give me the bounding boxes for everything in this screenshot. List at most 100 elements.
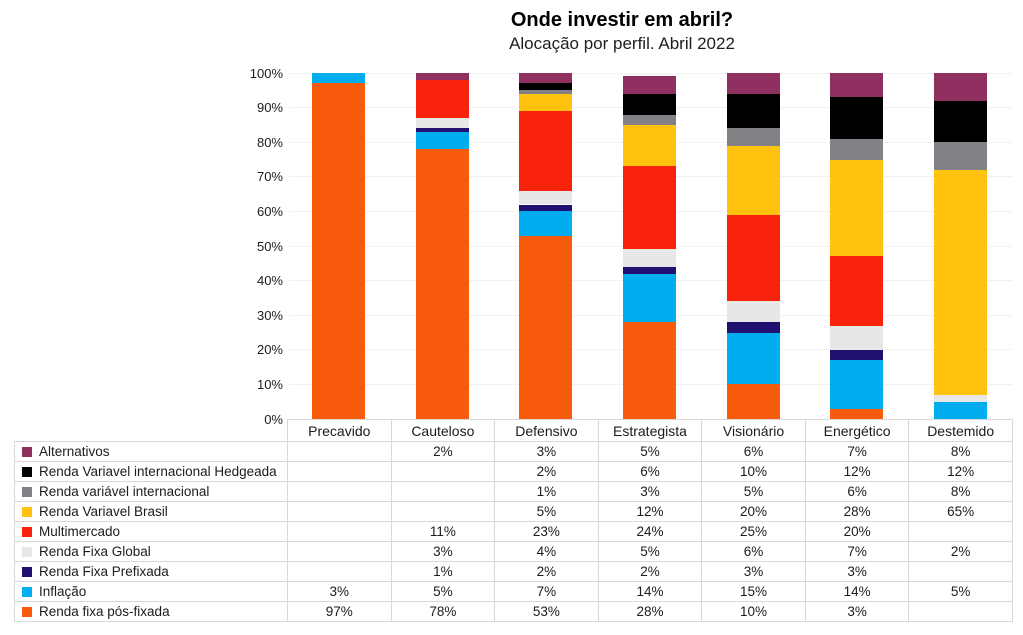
category-header: Destemido (908, 419, 1013, 442)
bar (312, 73, 366, 419)
value-cell (287, 441, 392, 462)
series-name: Renda Variavel Brasil (39, 504, 168, 519)
table-row: Inflação 3% 5% 7% 14% 15% 14% 5% (14, 581, 1013, 602)
bar-segment[interactable] (830, 97, 884, 139)
legend-swatch (22, 467, 32, 477)
bar-segment[interactable] (726, 145, 780, 215)
value-cell: 5% (597, 541, 703, 562)
series-label-cell: Inflação (14, 581, 288, 602)
bar-segment[interactable] (519, 204, 573, 212)
bar-segment[interactable] (830, 360, 884, 409)
chart-header: Onde investir em abril? Alocação por per… (232, 7, 1012, 55)
bar-segment[interactable] (726, 214, 780, 302)
bar-segment[interactable] (726, 332, 780, 385)
bar-segment[interactable] (519, 93, 573, 112)
bar-segment[interactable] (312, 83, 366, 419)
bar-segment[interactable] (415, 73, 469, 80)
value-cell: 78% (390, 601, 496, 622)
bar-segment[interactable] (623, 166, 676, 250)
value-cell (908, 601, 1013, 622)
bar-segment[interactable] (623, 322, 676, 419)
bar-segment[interactable] (933, 73, 987, 101)
value-cell (908, 521, 1013, 542)
bar-segment[interactable] (415, 118, 469, 129)
series-label-cell: Renda fixa pós-fixada (14, 601, 288, 622)
bar-segment[interactable] (519, 90, 573, 94)
bar-segment[interactable] (933, 142, 987, 170)
bar-segment[interactable] (933, 401, 987, 419)
bar-segment[interactable] (726, 128, 780, 146)
series-name: Renda Fixa Prefixada (39, 564, 169, 579)
value-cell: 10% (701, 601, 806, 622)
bar (726, 73, 780, 419)
y-axis-label: 10% (256, 376, 283, 392)
bar-segment[interactable] (312, 73, 366, 84)
value-cell: 5% (908, 581, 1013, 602)
y-axis-label: 100% (249, 65, 283, 81)
bar-segment[interactable] (519, 235, 573, 419)
value-cell (390, 461, 496, 482)
series-name: Renda fixa pós-fixada (39, 604, 170, 619)
bar-segment[interactable] (415, 79, 469, 118)
value-cell: 5% (701, 481, 806, 502)
bar-segment[interactable] (830, 408, 884, 419)
bar-segment[interactable] (623, 93, 676, 115)
value-cell: 53% (494, 601, 599, 622)
bar-segment[interactable] (830, 256, 884, 326)
bar-segment[interactable] (623, 114, 676, 125)
data-table-wrap: Precavido Cauteloso Defensivo Estrategista V… (14, 419, 1013, 622)
bar-segment[interactable] (623, 273, 676, 323)
bar-segment[interactable] (519, 211, 573, 236)
value-cell: 1% (494, 481, 599, 502)
bar-segment[interactable] (726, 384, 780, 419)
legend-swatch (22, 507, 32, 517)
series-name: Inflação (39, 584, 87, 599)
bar-segment[interactable] (623, 266, 676, 274)
bar-segment[interactable] (623, 124, 676, 167)
bar-segment[interactable] (519, 83, 573, 91)
table-row: Renda Fixa Prefixada 1% 2% 2% 3% 3% (14, 561, 1013, 582)
value-cell: 1% (390, 561, 496, 582)
bar-segment[interactable] (726, 322, 780, 333)
y-axis-label: 90% (256, 100, 283, 116)
series-label-cell: Renda Fixa Global (14, 541, 288, 562)
bar-segment[interactable] (830, 159, 884, 257)
y-axis: 0% 10% 20% 30% 40% 50% 60% 70% 80% 90% 100% (190, 66, 283, 427)
bar-segment[interactable] (415, 131, 469, 150)
bar-segment[interactable] (519, 190, 573, 205)
bar-segment[interactable] (830, 73, 884, 98)
value-cell (287, 561, 392, 582)
bar-segment[interactable] (726, 73, 780, 94)
series-label-cell: Renda Variavel internacional Hedgeada (14, 461, 288, 482)
value-cell: 14% (597, 581, 703, 602)
bar-segment[interactable] (519, 73, 573, 84)
y-axis-label: 0% (264, 411, 283, 427)
value-cell: 8% (908, 441, 1013, 462)
chart-subtitle: Alocação por perfil. Abril 2022 (509, 34, 735, 53)
value-cell (390, 501, 496, 522)
bar-segment[interactable] (519, 111, 573, 191)
bar-segment[interactable] (933, 169, 987, 395)
bar-segment[interactable] (415, 149, 469, 419)
category-header: Energético (804, 419, 910, 442)
bar-segment[interactable] (623, 249, 676, 267)
series-name: Renda Variavel internacional Hedgeada (39, 464, 277, 479)
value-cell (908, 561, 1013, 582)
bar-segment[interactable] (415, 128, 469, 132)
bar-segment[interactable] (830, 138, 884, 160)
bar-segment[interactable] (726, 93, 780, 129)
value-cell: 2% (494, 461, 599, 482)
table-row: Renda fixa pós-fixada 97% 78% 53% 28% 10% 3% (14, 601, 1013, 622)
bar-segment[interactable] (830, 349, 884, 361)
bar-segment[interactable] (726, 301, 780, 323)
value-cell: 65% (908, 501, 1013, 522)
series-label-cell: Renda variável internacional (14, 481, 288, 502)
bar-segment[interactable] (623, 76, 676, 94)
bar-segment[interactable] (830, 325, 884, 350)
value-cell: 3% (597, 481, 703, 502)
bar-segment[interactable] (933, 100, 987, 143)
value-cell: 20% (701, 501, 806, 522)
table-header-row: Precavido Cauteloso Defensivo Estrategista V… (15, 419, 1013, 442)
bar-segment[interactable] (933, 394, 987, 402)
value-cell: 3% (390, 541, 496, 562)
